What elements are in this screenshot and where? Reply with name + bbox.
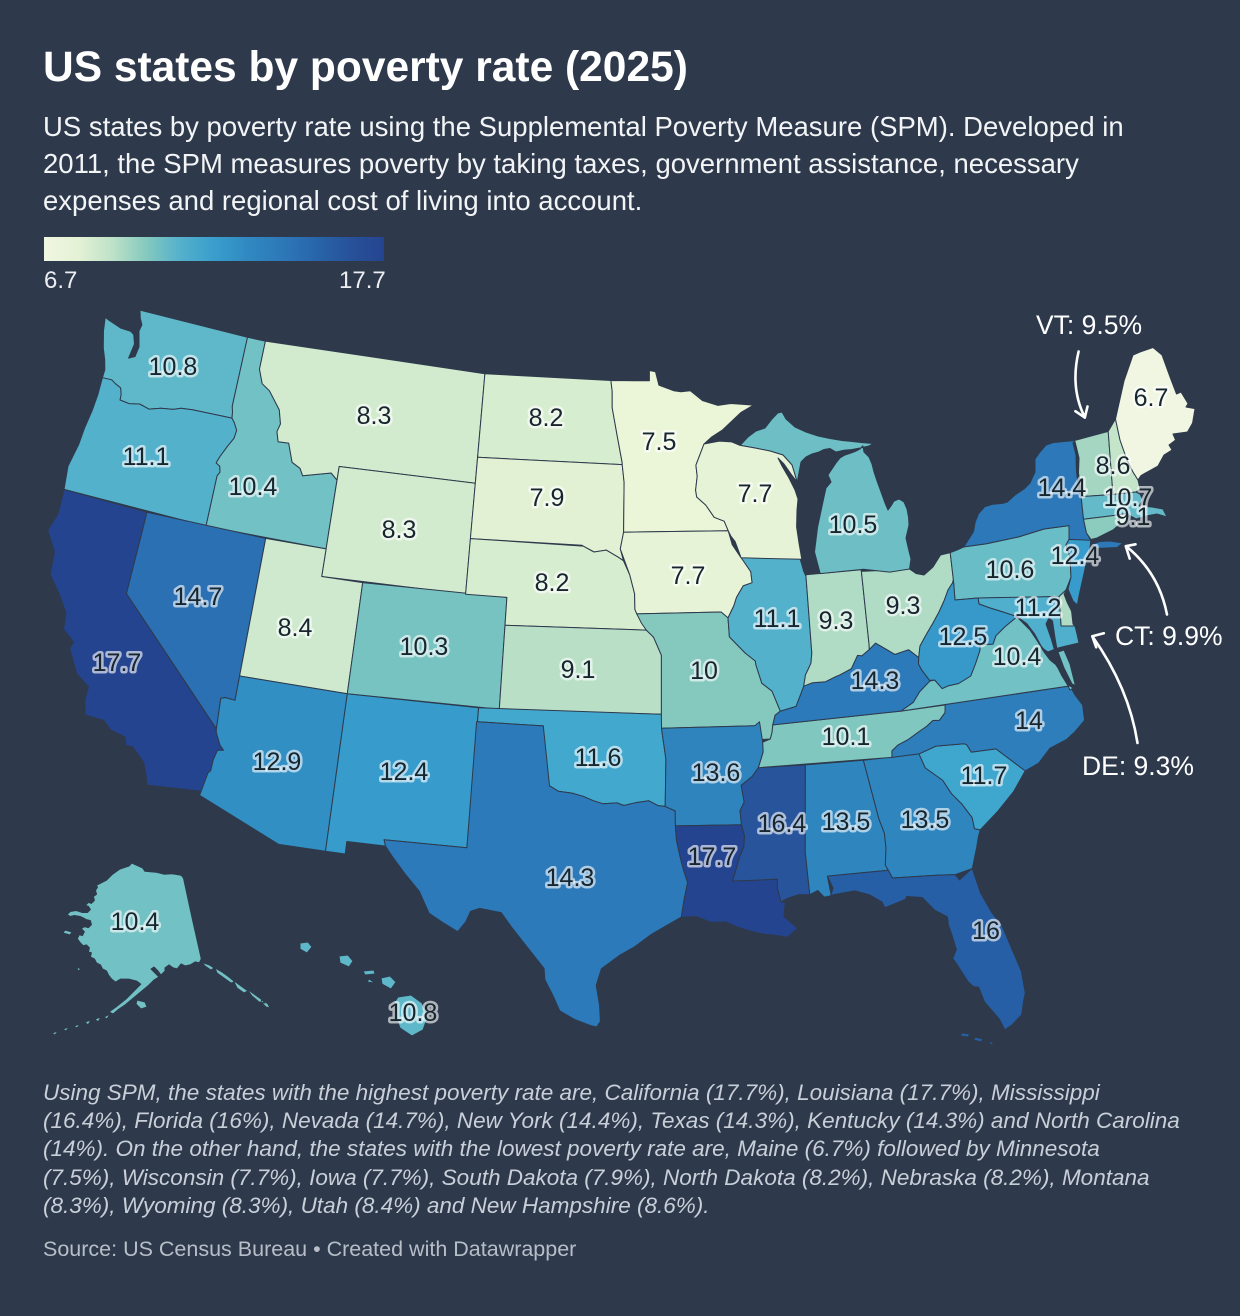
svg-text:13.5: 13.5 (822, 808, 871, 836)
svg-text:16.4: 16.4 (758, 810, 807, 838)
svg-text:16: 16 (972, 917, 1000, 945)
svg-text:10.4: 10.4 (111, 908, 160, 936)
svg-text:11.1: 11.1 (123, 443, 170, 471)
svg-text:6.7: 6.7 (1134, 384, 1169, 412)
svg-text:11.2: 11.2 (1015, 594, 1062, 622)
svg-text:8.3: 8.3 (382, 516, 417, 544)
svg-text:10.8: 10.8 (149, 353, 198, 381)
svg-text:10.4: 10.4 (993, 643, 1042, 671)
svg-text:10.4: 10.4 (229, 473, 278, 501)
svg-text:10: 10 (690, 657, 718, 685)
svg-text:VT: 9.5%: VT: 9.5% (1036, 310, 1142, 340)
svg-text:11.6: 11.6 (575, 744, 622, 772)
svg-text:7.7: 7.7 (671, 562, 706, 590)
svg-text:13.5: 13.5 (901, 806, 950, 834)
svg-text:10.6: 10.6 (986, 556, 1035, 584)
svg-text:CT: 9.9%: CT: 9.9% (1115, 621, 1223, 651)
svg-text:12.4: 12.4 (1051, 542, 1100, 570)
svg-text:8.6: 8.6 (1096, 452, 1131, 480)
svg-text:8.4: 8.4 (278, 614, 313, 642)
svg-text:10.3: 10.3 (400, 633, 449, 661)
svg-text:12.5: 12.5 (939, 623, 988, 651)
svg-text:10.5: 10.5 (829, 511, 878, 539)
svg-text:14: 14 (1015, 707, 1043, 735)
svg-text:9.3: 9.3 (819, 607, 854, 635)
svg-text:10.8: 10.8 (389, 999, 438, 1027)
svg-text:8.2: 8.2 (535, 569, 570, 597)
svg-text:8.2: 8.2 (529, 404, 564, 432)
svg-text:17.7: 17.7 (93, 649, 142, 677)
svg-text:17.7: 17.7 (688, 843, 737, 871)
svg-text:14.7: 14.7 (174, 583, 223, 611)
svg-text:12.4: 12.4 (380, 758, 429, 786)
svg-text:7.9: 7.9 (530, 484, 565, 512)
svg-text:11.1: 11.1 (754, 605, 801, 633)
svg-text:9.1: 9.1 (1116, 503, 1151, 531)
svg-text:8.3: 8.3 (357, 402, 392, 430)
svg-text:7.7: 7.7 (738, 480, 773, 508)
svg-text:14.3: 14.3 (546, 864, 595, 892)
svg-text:12.9: 12.9 (253, 748, 302, 776)
svg-text:11.7: 11.7 (961, 762, 1008, 790)
svg-text:14.4: 14.4 (1038, 474, 1087, 502)
svg-text:14.3: 14.3 (851, 667, 900, 695)
svg-text:7.5: 7.5 (642, 428, 677, 456)
svg-text:10.7: 10.7 (1104, 484, 1153, 512)
svg-text:13.6: 13.6 (692, 759, 741, 787)
svg-text:10.1: 10.1 (822, 723, 871, 751)
svg-text:9.1: 9.1 (561, 656, 596, 684)
svg-text:9.3: 9.3 (886, 592, 921, 620)
svg-text:DE: 9.3%: DE: 9.3% (1082, 751, 1194, 781)
